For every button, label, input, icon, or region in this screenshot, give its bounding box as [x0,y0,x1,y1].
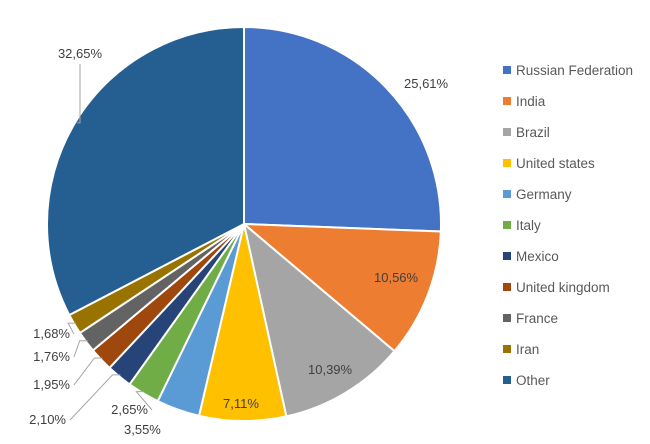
leader-line-italy [135,391,153,411]
legend-swatch-brazil [503,128,511,136]
pie-slice-russian-federation [243,25,442,233]
leader-line-other [77,64,81,124]
legend-label-italy: Italy [516,218,541,233]
data-label-russian-federation: 25,61% [404,76,449,91]
legend: Russian Federation India Brazil United stat… [503,63,633,388]
data-label-united-states: 7,11% [223,396,259,411]
data-label-mexico: 2,10% [29,412,66,427]
data-label-iran: 1,68% [33,326,70,341]
legend-swatch-italy [503,221,511,229]
legend-label-other: Other [516,373,550,388]
leader-lines [67,64,153,421]
legend-swatch-france [503,314,511,322]
data-label-germany: 3,55% [124,422,161,437]
legend-label-brazil: Brazil [516,125,550,140]
legend-swatch-russian-federation [503,66,511,74]
pie-slices [46,25,442,422]
pie-slice-india [241,222,442,353]
data-label-italy: 2,65% [111,402,148,417]
pie-slice-other [46,25,245,317]
legend-label-germany: Germany [516,187,572,202]
leader-line-united-kingdom [73,357,103,386]
legend-swatch-other [503,376,511,384]
data-labels: 25,61% 10,56% 10,39% 7,11% 3,55% 2,65% 2,10% 1,… [29,46,448,437]
legend-label-france: France [516,311,558,326]
legend-swatch-united-kingdom [503,283,511,291]
data-label-other: 32,65% [58,46,103,61]
data-label-brazil: 10,39% [308,362,353,377]
legend-label-united-kingdom: United kingdom [516,280,610,295]
legend-swatch-iran [503,345,511,353]
legend-swatch-india [503,97,511,105]
legend-swatch-germany [503,190,511,198]
legend-label-united-states: United states [516,156,595,171]
legend-label-russian-federation: Russian Federation [516,63,633,78]
pie-slice-brazil [242,221,396,418]
data-label-france: 1,76% [33,349,70,364]
legend-swatch-mexico [503,252,511,260]
legend-label-mexico: Mexico [516,249,559,264]
data-label-india: 10,56% [374,270,419,285]
legend-label-iran: Iran [516,342,539,357]
leader-line-iran [67,322,77,335]
legend-label-india: India [516,94,546,109]
leader-line-mexico [69,374,121,421]
data-label-united-kingdom: 1,95% [33,377,70,392]
legend-swatch-united-states [503,159,511,167]
leader-line-france [73,340,88,358]
